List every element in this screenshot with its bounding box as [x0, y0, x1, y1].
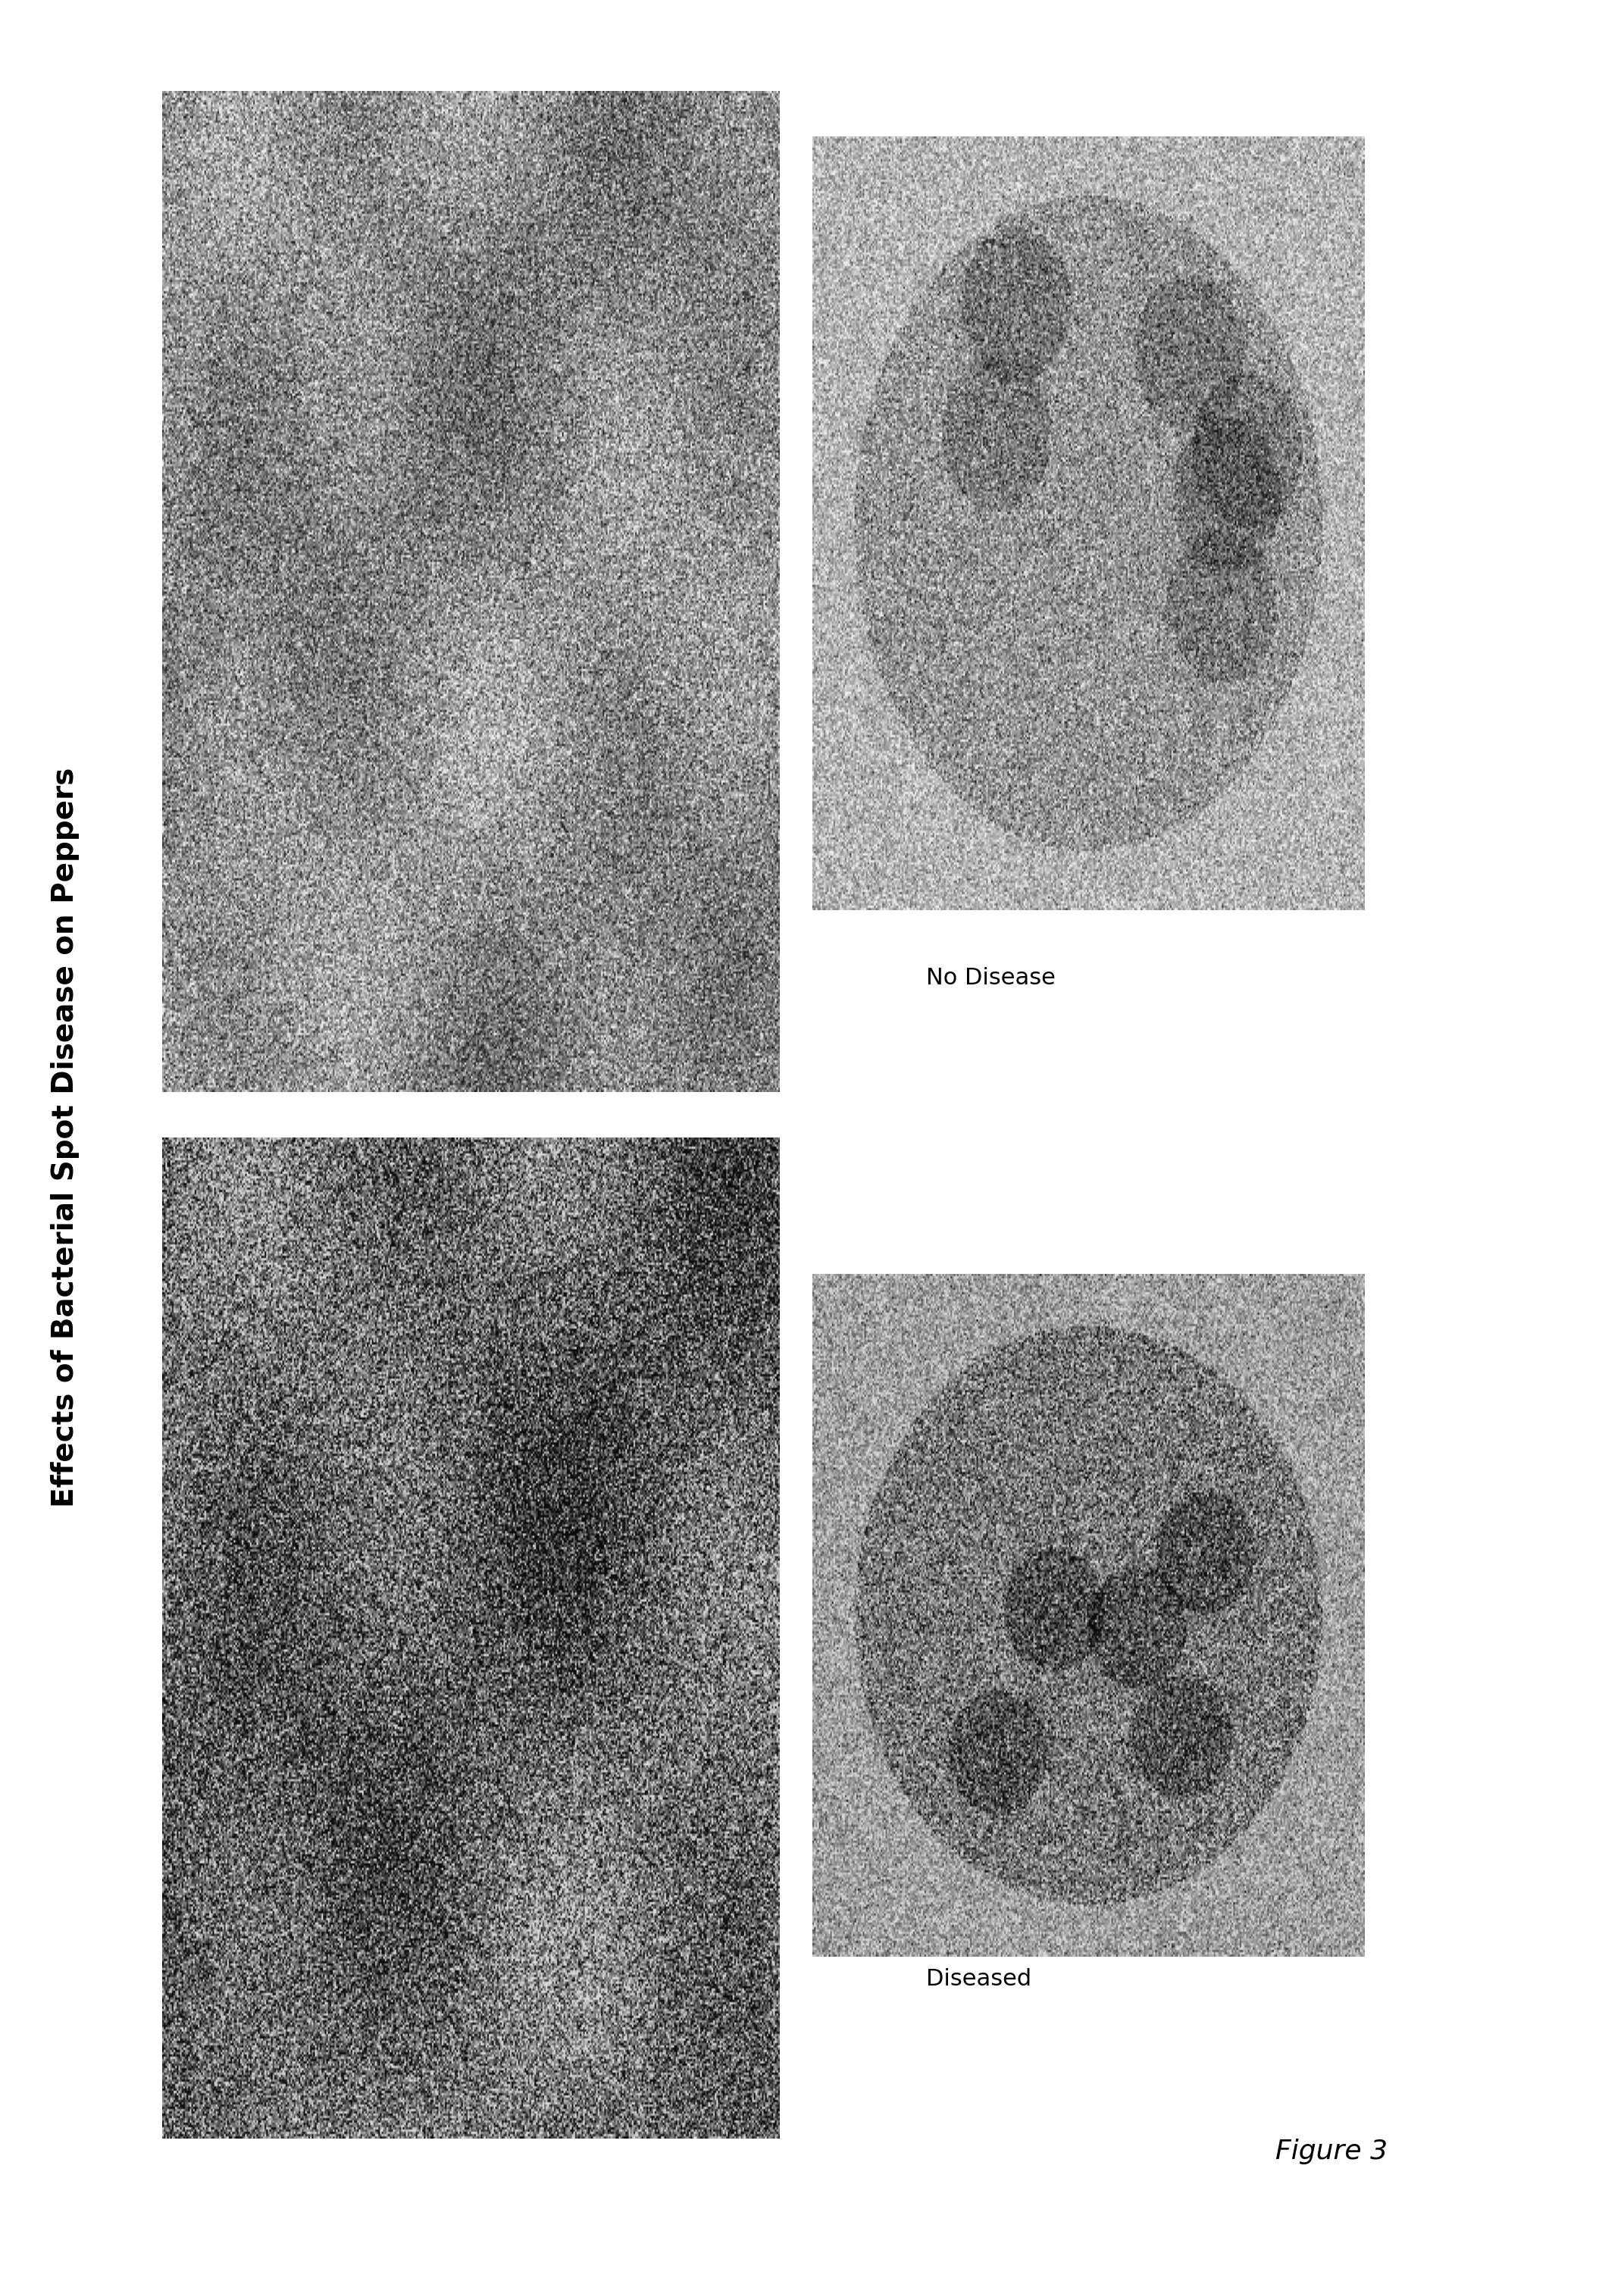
Text: Figure 3: Figure 3 [1275, 2138, 1389, 2164]
Text: Effects of Bacterial Spot Disease on Peppers: Effects of Bacterial Spot Disease on Pep… [50, 767, 80, 1508]
Text: Diseased: Diseased [926, 1968, 1031, 1991]
Text: No Disease: No Disease [926, 967, 1056, 990]
